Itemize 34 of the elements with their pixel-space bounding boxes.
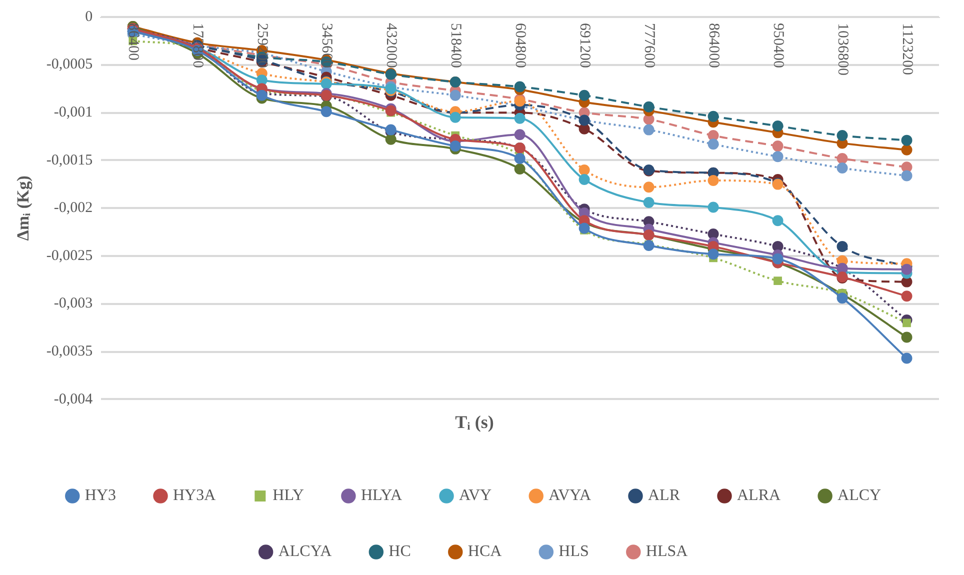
- x-tick-label: 1036800: [834, 23, 850, 76]
- legend-label: HLS: [558, 543, 589, 560]
- legend-label: HLY: [272, 487, 304, 504]
- x-tick-label: 518400: [447, 23, 464, 68]
- x-tick-label: 777600: [640, 23, 657, 68]
- y-tick-label: -0,001: [54, 104, 93, 121]
- x-tick-label: 1123200: [898, 23, 915, 75]
- legend-label: AVY: [459, 487, 492, 504]
- legend-label: HC: [388, 543, 411, 560]
- y-tick-label: -0,0015: [46, 152, 93, 168]
- legend-label: HY3A: [173, 487, 216, 504]
- x-tick-label: 950400: [770, 23, 786, 68]
- y-tick-label: -0,0025: [46, 248, 93, 264]
- x-axis-title: Tᵢ (s): [455, 412, 494, 432]
- legend-label: ALCYA: [278, 543, 332, 560]
- y-tick-label: -0,002: [54, 200, 93, 216]
- x-tick-label: 604800: [512, 23, 528, 68]
- x-tick-label: 864000: [705, 23, 722, 68]
- legend-label: AVYA: [548, 487, 592, 504]
- y-tick-label: -0,0035: [46, 344, 93, 360]
- legend-label: HLYA: [360, 487, 402, 504]
- y-tick-label: -0,004: [54, 391, 94, 408]
- y-tick-label: -0,003: [54, 296, 93, 312]
- y-tick-label: -0,0005: [46, 56, 93, 73]
- y-axis-title: Δmᵢ (Kg): [14, 176, 33, 241]
- legend-label: HCA: [468, 543, 502, 560]
- legend-label: HLSA: [646, 543, 688, 560]
- legend-label: ALCY: [838, 487, 882, 504]
- y-tick-label: 0: [85, 8, 93, 25]
- legend-label: HY3: [84, 487, 116, 504]
- legend-label: ALRA: [736, 487, 781, 504]
- x-tick-label: 432000: [382, 23, 399, 68]
- legend-label: ALR: [648, 487, 680, 504]
- x-tick-label: 691200: [576, 23, 592, 68]
